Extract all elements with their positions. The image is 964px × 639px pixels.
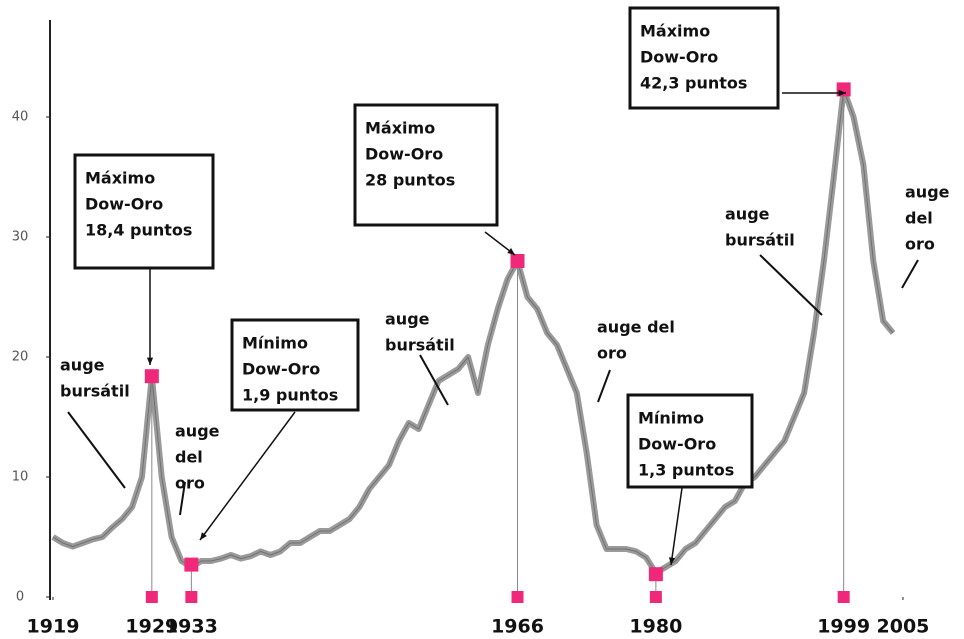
annotation-text: bursátil xyxy=(60,382,130,401)
annotation-text: Máximo xyxy=(640,22,710,41)
annotation-text: 1,9 puntos xyxy=(242,386,338,405)
annotation-text: Dow-Oro xyxy=(365,145,443,164)
x-tick-label: 2005 xyxy=(877,616,930,638)
annotation-text: bursátil xyxy=(385,336,455,355)
annotation-box xyxy=(626,393,754,489)
y-tick-label: 10 xyxy=(12,470,29,485)
annotation-text: Mínimo xyxy=(638,409,704,428)
peak-marker xyxy=(144,369,159,384)
pointer-line xyxy=(419,354,449,406)
x-tick-label: 1999 xyxy=(817,616,870,638)
annotation-text: 1,3 puntos xyxy=(638,461,734,480)
pointer-line xyxy=(67,411,126,489)
arrow-head xyxy=(146,357,154,365)
axis-marker xyxy=(837,591,850,603)
x-tick-label: 1929 xyxy=(125,616,178,638)
annotation-text: oro xyxy=(597,344,627,363)
annotation-text: auge xyxy=(385,310,430,329)
annotation-text: del xyxy=(905,209,933,228)
annotation-text: 18,4 puntos xyxy=(85,221,192,240)
arrow-head xyxy=(200,532,207,540)
axis-marker xyxy=(511,591,524,603)
annotation-box xyxy=(230,318,360,412)
y-tick-label: 40 xyxy=(12,110,29,125)
pointer-line xyxy=(759,254,823,316)
annotation-text: 28 puntos xyxy=(365,171,455,190)
annotation-text: Dow-Oro xyxy=(85,195,163,214)
annotation-box xyxy=(628,6,780,110)
y-tick-label: 30 xyxy=(12,230,29,245)
axis-marker xyxy=(649,591,662,603)
annotation-text: auge del xyxy=(597,318,675,337)
annotation-text: Dow-Oro xyxy=(640,48,718,67)
y-tick-label: 0 xyxy=(16,590,24,605)
annotation-box xyxy=(353,103,499,227)
axis-marker xyxy=(145,591,158,603)
annotation-text: bursátil xyxy=(725,231,795,250)
pointer-line xyxy=(901,259,919,289)
annotation-text: oro xyxy=(905,235,935,254)
arrow xyxy=(199,411,296,541)
annotation-text: Máximo xyxy=(365,119,435,138)
annotation-text: del xyxy=(175,448,203,467)
x-tick-label: 1980 xyxy=(629,616,682,638)
arrow-head xyxy=(838,89,846,97)
peak-marker xyxy=(510,254,525,268)
pointer-line xyxy=(179,481,186,516)
x-tick-label: 1966 xyxy=(491,616,544,638)
annotation-text: Dow-Oro xyxy=(242,360,320,379)
x-tick-label: 1933 xyxy=(165,616,218,638)
x-tick-label: 1919 xyxy=(27,616,80,638)
annotation-text: auge xyxy=(60,356,105,375)
annotation-text: Mínimo xyxy=(242,334,308,353)
peak-marker xyxy=(648,567,663,582)
annotation-text: Máximo xyxy=(85,169,155,188)
annotation-text: 42,3 puntos xyxy=(640,74,747,93)
axis-marker xyxy=(185,591,198,603)
annotation-text: Dow-Oro xyxy=(638,435,716,454)
pointer-line xyxy=(597,369,611,403)
annotation-text: oro xyxy=(175,474,205,493)
y-tick-label: 20 xyxy=(12,350,29,365)
arrow-head xyxy=(507,248,515,255)
annotation-text: auge xyxy=(175,422,220,441)
arrow xyxy=(670,487,683,566)
peak-marker xyxy=(184,557,199,572)
annotation-box xyxy=(73,153,215,270)
annotation-text: auge xyxy=(905,183,950,202)
arrow-head xyxy=(668,557,676,565)
annotation-text: auge xyxy=(725,205,770,224)
